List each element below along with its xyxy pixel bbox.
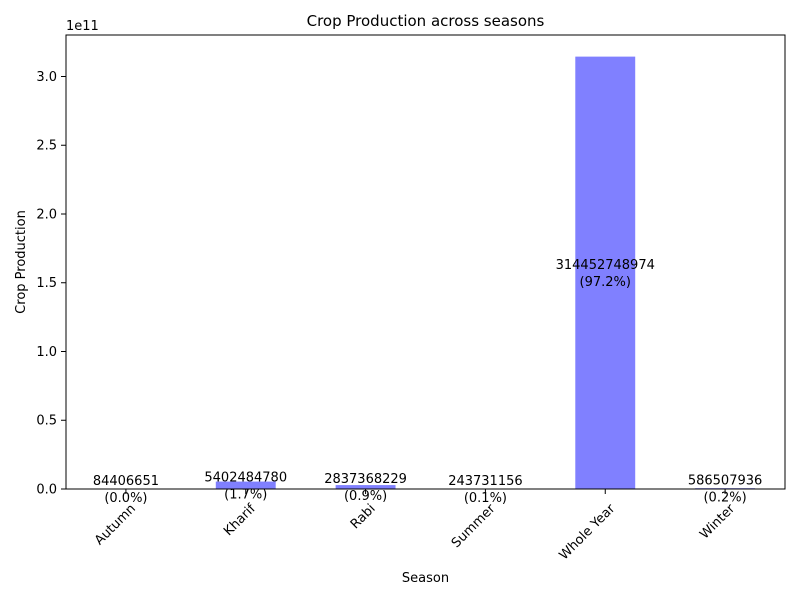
y-tick-label: 2.0 xyxy=(36,207,57,222)
y-tick-label: 1.5 xyxy=(36,276,57,291)
plot-area-frame xyxy=(65,34,786,490)
y-axis-label: Crop Production xyxy=(14,210,29,314)
bar-percent-label: (0.9%) xyxy=(344,489,387,504)
x-axis: Autumn Kharif Rabi Summer Whole Year Winter xyxy=(92,489,739,563)
bar-rabi xyxy=(335,485,396,489)
bar-value-label: 243731156 xyxy=(448,474,522,489)
bar-percent-label: (0.2%) xyxy=(703,491,746,506)
bar-labels-group: 84406651 (0.0%) 5402484780 (1.7%) 2837368229… xyxy=(93,258,762,506)
x-tick-label: Autumn xyxy=(92,501,139,548)
bar-value-label: 314452748974 xyxy=(556,258,655,273)
bar-value-label: 84406651 xyxy=(93,474,159,489)
y-axis-offset-label: 1e11 xyxy=(66,19,99,34)
x-tick-label: Winter xyxy=(697,501,738,542)
x-tick-label: Whole Year xyxy=(557,501,619,563)
bar-percent-label: (0.0%) xyxy=(104,491,147,506)
y-tick-label: 2.5 xyxy=(36,139,57,154)
bar-value-label: 2837368229 xyxy=(324,472,407,487)
chart-title: Crop Production across seasons xyxy=(307,12,545,30)
bar-percent-label: (97.2%) xyxy=(580,275,631,290)
x-axis-label: Season xyxy=(402,571,449,586)
bar-value-label: 586507936 xyxy=(688,474,762,489)
y-tick-label: 1.0 xyxy=(36,345,57,360)
y-tick-label: 3.0 xyxy=(36,70,57,85)
x-tick-label: Rabi xyxy=(348,501,379,532)
y-tick-label: 0.0 xyxy=(36,483,57,498)
bars-group xyxy=(95,56,756,489)
bar-whole-year xyxy=(575,56,636,489)
bar-kharif xyxy=(215,481,276,489)
x-tick-label: Kharif xyxy=(221,501,259,539)
bar-percent-label: (0.1%) xyxy=(464,491,507,506)
x-tick-label: Summer xyxy=(449,501,499,551)
bar-value-label: 5402484780 xyxy=(204,470,287,485)
y-tick-label: 0.5 xyxy=(36,414,57,429)
y-axis: 0.0 0.5 1.0 1.5 2.0 2.5 3.0 xyxy=(36,70,66,498)
bar-percent-label: (1.7%) xyxy=(224,487,267,502)
